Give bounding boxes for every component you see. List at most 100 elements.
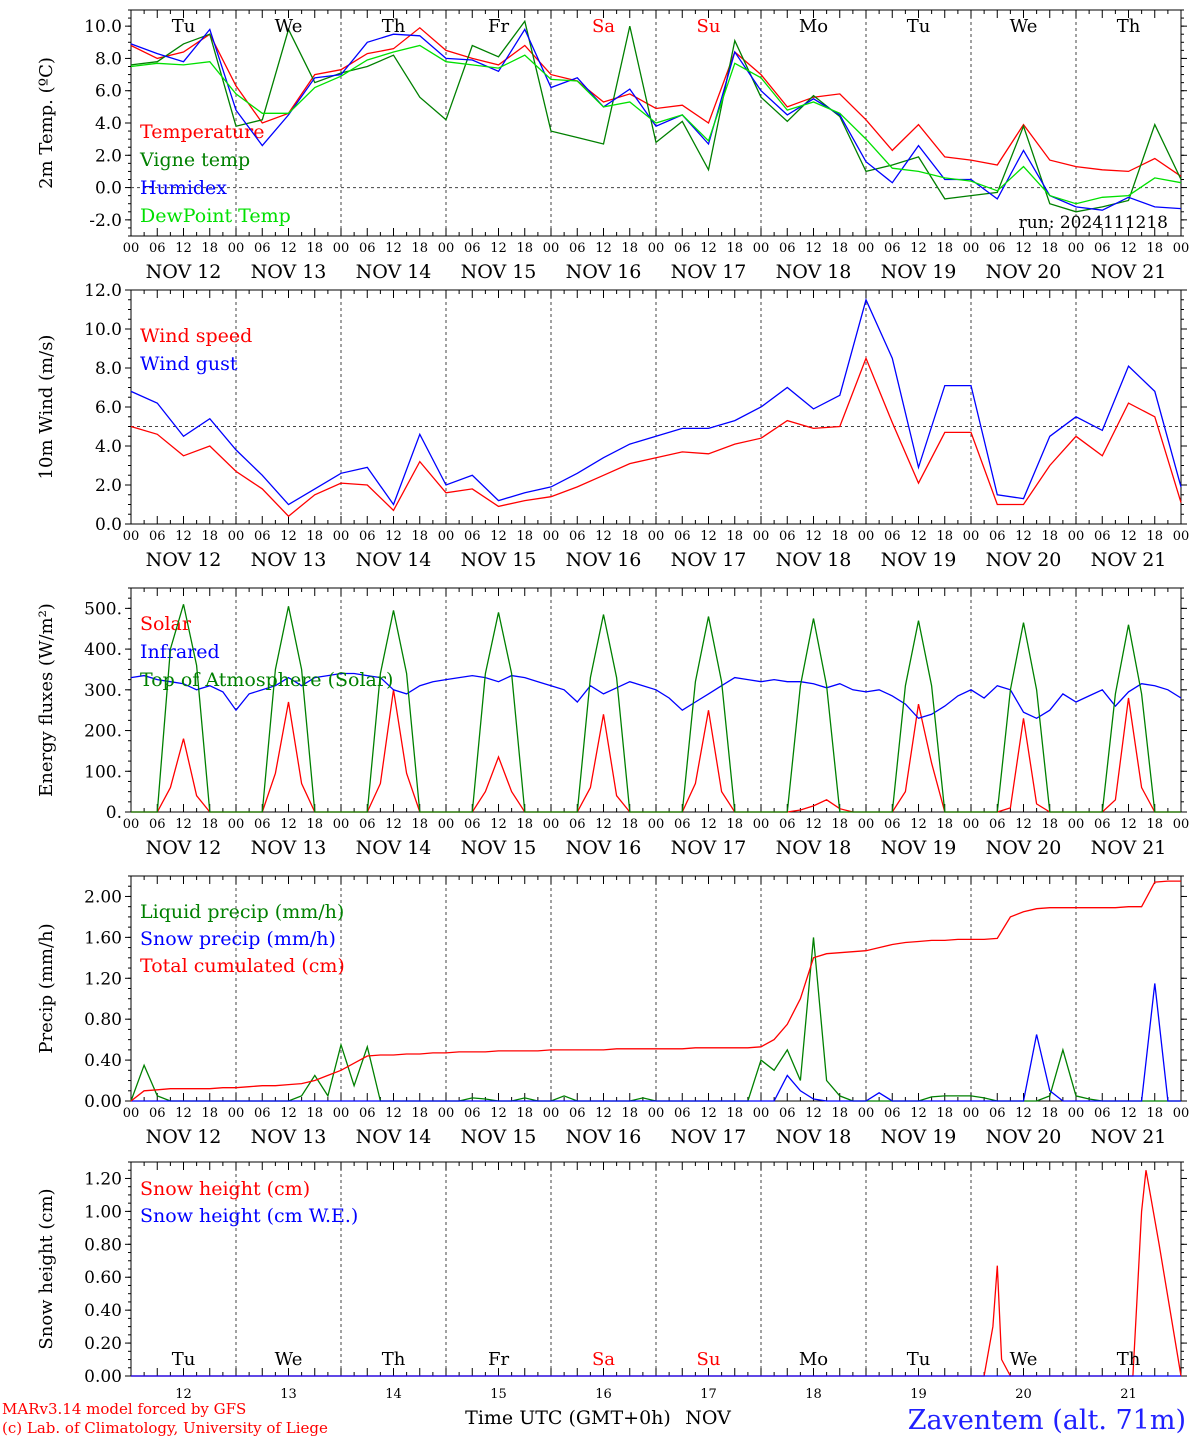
date-label: NOV 16 <box>566 1126 642 1148</box>
y-tick-label: 6.0 <box>95 398 122 418</box>
y-tick-label: 0.80 <box>84 1010 122 1030</box>
legend-total-cumulated-cm: Total cumulated (cm) <box>140 955 345 977</box>
hour-label: 18 <box>831 529 848 544</box>
hour-label: 06 <box>149 529 166 544</box>
hour-label: 18 <box>621 241 638 256</box>
hour-label: 00 <box>228 817 245 832</box>
hour-label: 00 <box>333 817 350 832</box>
hour-label: 00 <box>333 529 350 544</box>
hour-label: 18 <box>516 241 533 256</box>
hour-label: 00 <box>1068 817 1085 832</box>
hour-label: 18 <box>306 241 323 256</box>
date-label: NOV 15 <box>461 1126 537 1148</box>
day-number-label: 17 <box>700 1387 717 1402</box>
hour-label: 06 <box>254 529 271 544</box>
series-line-wind-speed <box>130 356 1182 518</box>
hour-label: 12 <box>385 241 402 256</box>
hour-label: 00 <box>123 817 140 832</box>
hour-label: 12 <box>175 529 192 544</box>
weekday-label-bottom: Fr <box>488 1349 509 1370</box>
hour-label: 06 <box>149 1106 166 1121</box>
hour-label: 06 <box>779 529 796 544</box>
hour-label: 18 <box>1146 1106 1163 1121</box>
date-label: NOV 20 <box>986 837 1062 859</box>
y-tick-label: 2.00 <box>84 887 122 907</box>
legend-snow-precip-mm-h: Snow precip (mm/h) <box>140 928 336 950</box>
hour-label: 18 <box>516 1106 533 1121</box>
hour-label: 18 <box>516 529 533 544</box>
y-tick-label: 0.00 <box>84 1367 122 1387</box>
date-label: NOV 21 <box>1091 837 1167 859</box>
hour-label: 06 <box>1094 817 1111 832</box>
weekday-label-bottom: Tu <box>172 1349 196 1370</box>
y-axis-label: Precip (mm/h) <box>36 923 57 1053</box>
hour-label: 06 <box>254 1106 271 1121</box>
hour-label: 12 <box>1120 817 1137 832</box>
day-number-label: 16 <box>595 1387 612 1402</box>
hour-label: 00 <box>753 529 770 544</box>
hour-label: 00 <box>438 1106 455 1121</box>
hour-label: 06 <box>359 241 376 256</box>
weekday-label-top: Th <box>382 16 406 37</box>
hour-label: 00 <box>648 241 665 256</box>
hour-label: 00 <box>1173 529 1190 544</box>
date-label: NOV 14 <box>356 1126 432 1148</box>
hour-label: 18 <box>726 817 743 832</box>
month-label: NOV <box>685 1407 731 1429</box>
hour-label: 06 <box>464 241 481 256</box>
hour-label: 00 <box>1068 529 1085 544</box>
chart-panel-2: 0.0 2.0 4.0 6.0 8.0 10.0 12.0 10m Wind (m/s) 00 0… <box>36 281 1189 571</box>
hour-label: 06 <box>149 817 166 832</box>
hour-label: 06 <box>884 241 901 256</box>
hour-label: 12 <box>910 817 927 832</box>
y-tick-label: 0.00 <box>84 1092 122 1112</box>
y-tick-label: 6.0 <box>95 82 122 102</box>
date-label: NOV 15 <box>461 837 537 859</box>
date-label: NOV 12 <box>146 261 222 283</box>
y-tick-label: 4.0 <box>95 437 122 457</box>
hour-label: 12 <box>385 1106 402 1121</box>
hour-label: 06 <box>464 1106 481 1121</box>
weekday-label-top: Tu <box>907 16 931 37</box>
hour-label: 18 <box>201 241 218 256</box>
date-label: NOV 21 <box>1091 1126 1167 1148</box>
plot-frame <box>130 587 1182 813</box>
hour-label: 18 <box>726 1106 743 1121</box>
date-label: NOV 19 <box>881 549 957 571</box>
weekday-label-bottom: Tu <box>907 1349 931 1370</box>
date-label: NOV 20 <box>986 261 1062 283</box>
y-tick-label: 0. <box>106 803 122 823</box>
y-tick-label: 400. <box>84 640 122 660</box>
hour-label: 06 <box>149 241 166 256</box>
hour-label: 12 <box>595 817 612 832</box>
hour-label: 06 <box>569 1106 586 1121</box>
y-tick-label: 500. <box>84 599 122 619</box>
hour-label: 12 <box>910 241 927 256</box>
hour-label: 06 <box>674 241 691 256</box>
weekday-label-top: We <box>1010 16 1038 37</box>
hour-label: 12 <box>280 529 297 544</box>
date-label: NOV 17 <box>671 261 747 283</box>
date-label: NOV 13 <box>251 837 327 859</box>
y-tick-label: 8.0 <box>95 49 122 69</box>
hour-label: 06 <box>674 1106 691 1121</box>
hour-label: 06 <box>884 1106 901 1121</box>
hour-label: 00 <box>1173 817 1190 832</box>
date-label: NOV 13 <box>251 1126 327 1148</box>
hour-label: 00 <box>123 241 140 256</box>
weekday-label-bottom: Sa <box>592 1349 615 1370</box>
date-label: NOV 16 <box>566 261 642 283</box>
date-label: NOV 18 <box>776 1126 852 1148</box>
hour-label: 18 <box>936 817 953 832</box>
hour-label: 06 <box>1094 1106 1111 1121</box>
hour-label: 06 <box>779 1106 796 1121</box>
hour-label: 00 <box>1173 241 1190 256</box>
y-axis-label: 10m Wind (m/s) <box>36 335 57 480</box>
hour-label: 12 <box>175 1106 192 1121</box>
hour-label: 00 <box>858 1106 875 1121</box>
y-tick-label: 200. <box>84 722 122 742</box>
y-tick-label: 10.0 <box>84 320 122 340</box>
hour-label: 18 <box>411 529 428 544</box>
date-label: NOV 19 <box>881 1126 957 1148</box>
date-label: NOV 21 <box>1091 549 1167 571</box>
